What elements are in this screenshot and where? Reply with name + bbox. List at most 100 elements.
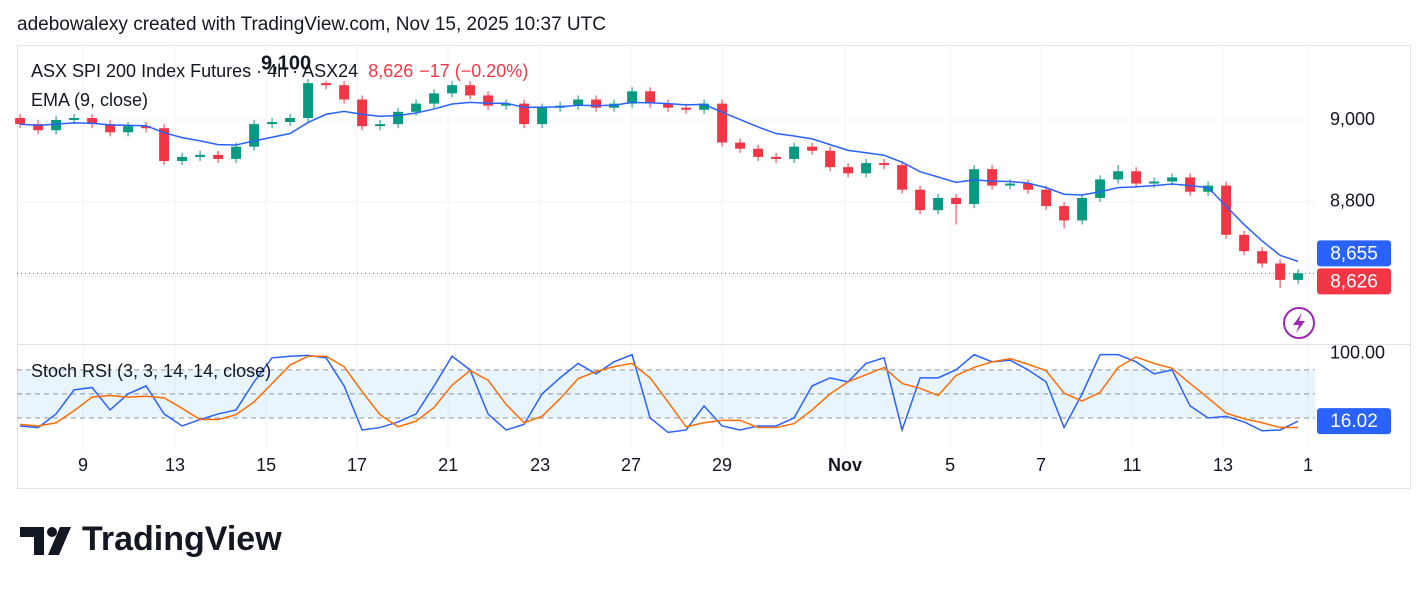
candle-body [915,189,926,211]
candle-body [735,142,746,149]
candle-body [717,103,728,143]
candle-body [681,107,692,110]
price-tag-label: 16.02 [1330,411,1378,432]
candle-body [645,91,656,104]
candle-body [213,154,224,159]
candle-body [519,103,530,125]
x-tick-label: 5 [945,455,955,475]
stoch-legend: Stoch RSI (3, 3, 14, 14, close) [31,361,271,381]
candle-body [249,124,260,147]
candle-body [1239,234,1250,252]
x-tick-label: 9 [78,455,88,475]
x-tick-label: 21 [438,455,458,475]
candle-body [15,117,26,125]
x-tick-label: Nov [828,455,862,475]
series-line [20,101,1299,263]
candle-body [771,156,782,159]
logo-dot [47,527,57,537]
candle-body [393,111,404,125]
candle-body [159,128,170,162]
price-tag [1317,240,1391,267]
candle-body [879,163,890,166]
candle-body [753,148,764,157]
symbol: ASX SPI 200 Index Futures · 4h · ASX24 [31,61,358,81]
x-tick-label: 13 [1213,455,1233,475]
candle-body [1257,251,1268,264]
logo: TradingView [20,520,282,558]
candle-body [357,99,368,127]
candle-body [339,85,350,100]
candle-body [825,150,836,168]
candle-body [447,85,458,94]
x-tick-label: 11 [1123,455,1142,475]
price-tag [1317,408,1391,435]
change: −17 (−0.20%) [419,61,528,81]
candle-body [987,169,998,186]
x-tick-label: 15 [256,455,276,475]
x-tick-label: 13 [165,455,185,475]
candle-body [1275,263,1286,280]
price-tag-label: 8,655 [1330,243,1378,264]
candle-body [1023,183,1034,190]
series-line [19,353,1299,434]
alert-icon[interactable] [1283,307,1315,339]
candle-body [1221,185,1232,235]
candle-body [591,99,602,108]
x-tick-label: 7 [1036,455,1046,475]
x-tick-label: 1 [1303,455,1313,475]
candle-body [267,122,278,125]
candle-body [1293,273,1304,280]
candle-body [375,124,386,127]
candle-body [303,83,314,118]
y-tick-label: 8,800 [1330,191,1375,211]
candle-body [1059,206,1070,221]
last-price: 8,626 [368,61,413,81]
candle-body [465,85,476,96]
candle-body [105,124,116,133]
candle-body [1167,177,1178,182]
candle-body [1149,181,1160,184]
candle-body [537,107,548,125]
x-tick-label: 17 [347,455,367,475]
candle-body [231,146,242,159]
brand: TradingView [82,520,282,558]
x-tick-label: 23 [530,455,550,475]
candle-body [177,156,188,162]
candle-body [1131,171,1142,184]
candle-body [573,99,584,106]
y-tick-label: 100.00 [1330,343,1385,363]
series-line [19,355,1299,429]
candle-body [69,117,80,121]
candle-body [195,154,206,157]
candle-body [1005,183,1016,186]
candle-body [1113,171,1124,180]
candle-body [699,103,710,110]
plot-layer: 9 13 15 17 21 23 27 29 Nov 5 7 11 13 1 9,000 8,800 9,100… [15,45,1391,475]
candle-body [663,103,674,108]
candle-body [969,169,980,205]
alert-bolt[interactable] [1293,313,1305,333]
price-tag-label: 8,626 [1330,271,1378,292]
logo-slash [48,527,71,555]
candle-body [321,83,332,86]
candle-body [1077,197,1088,221]
candle-body [501,103,512,106]
chart-frame [17,45,1411,489]
candle-body [483,95,494,106]
candle-body [843,167,854,174]
ema-legend: EMA (9, close) [31,90,148,110]
candle-body [789,146,800,159]
candle-body [411,103,422,112]
x-tick-label: 29 [712,455,732,475]
candle-body [33,124,44,131]
candle-body [51,120,62,131]
candle-body [429,93,440,104]
x-tick-label: 27 [621,455,641,475]
legend-title: ASX SPI 200 Index Futures · 4h · ASX24 8,… [31,61,528,81]
candle-body [141,126,152,129]
candle-body [123,126,134,133]
candle-body [627,91,638,104]
candle-body [1185,177,1196,192]
